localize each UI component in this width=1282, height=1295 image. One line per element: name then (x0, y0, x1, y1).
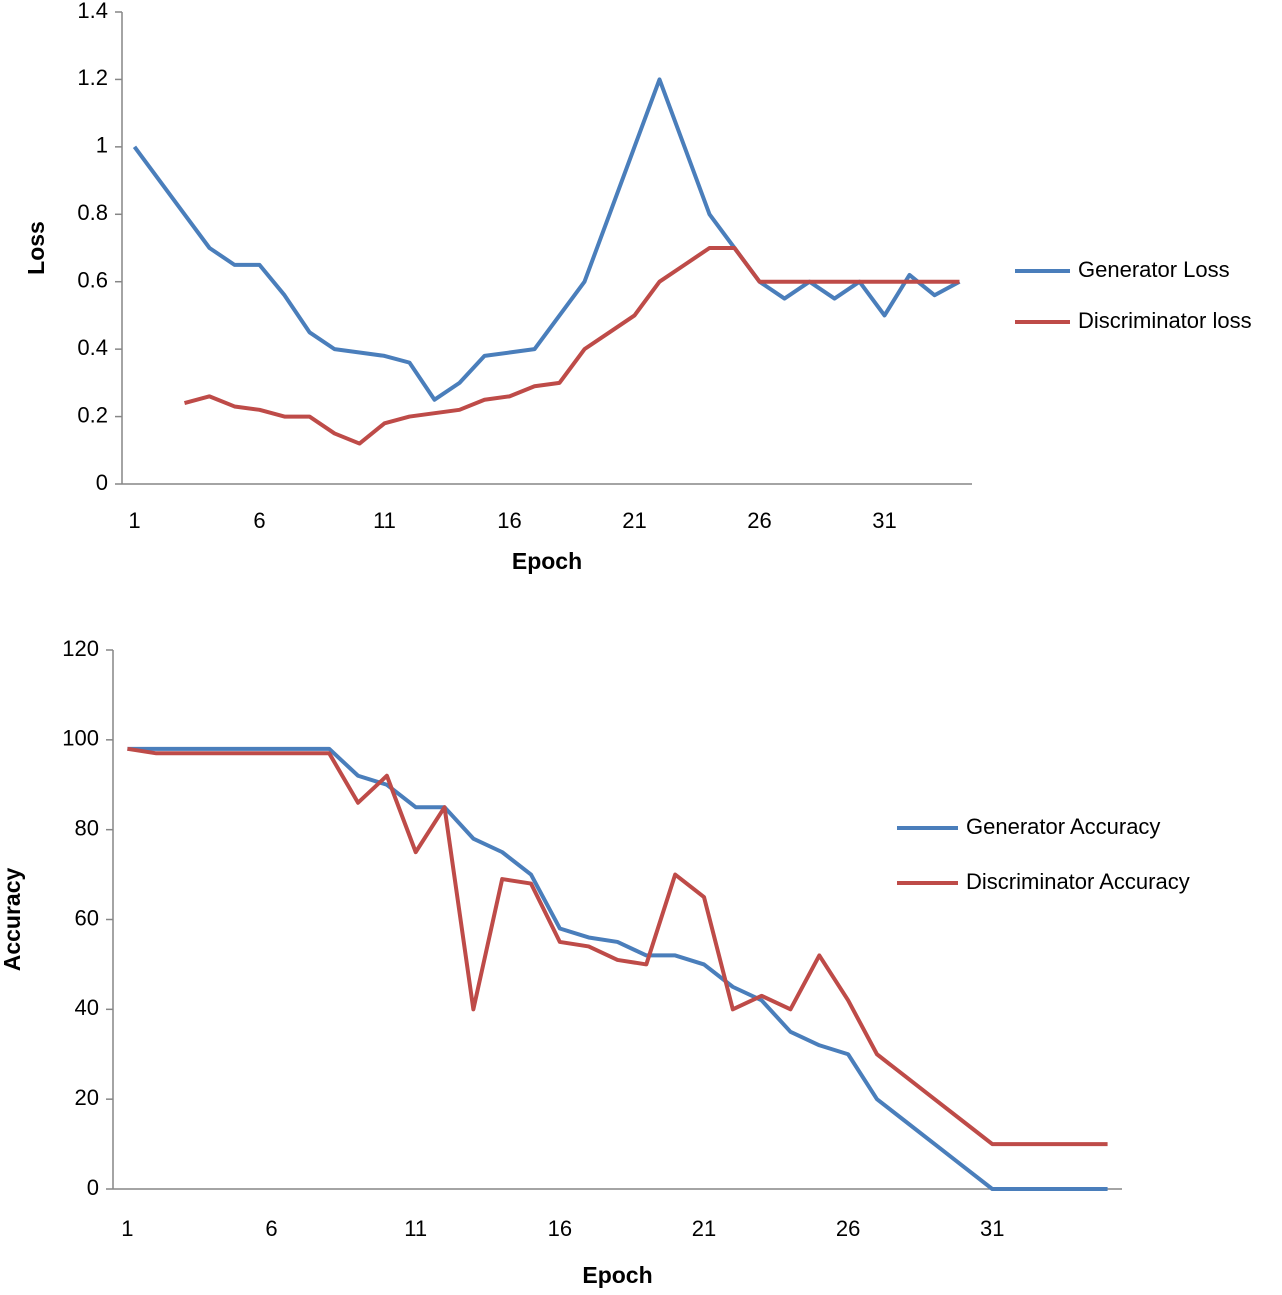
line-series (183, 246, 960, 446)
line-series (127, 746, 1108, 1147)
x-tick-label: 6 (253, 508, 265, 533)
x-axis-title: Epoch (512, 548, 582, 574)
y-axis-title: Accuracy (0, 868, 25, 972)
x-tick-label: 11 (404, 1216, 427, 1241)
x-tick-label: 1 (121, 1216, 133, 1241)
y-tick-label: 0.6 (77, 268, 108, 293)
y-tick-label: 1.2 (77, 65, 108, 90)
y-tick-label: 120 (62, 636, 99, 661)
line-series (127, 746, 1108, 1191)
y-tick-label: 0 (87, 1175, 99, 1200)
y-tick-label: 20 (75, 1085, 99, 1110)
legend-label: Discriminator Accuracy (966, 869, 1190, 894)
y-axis-title: Loss (23, 221, 49, 275)
y-tick-label: 0 (96, 470, 108, 495)
x-axis-title: Epoch (582, 1262, 652, 1288)
x-tick-label: 1 (128, 508, 140, 533)
y-tick-label: 0.4 (77, 335, 108, 360)
y-tick-label: 40 (75, 995, 99, 1020)
x-tick-label: 6 (265, 1216, 277, 1241)
x-tick-label: 26 (836, 1216, 860, 1241)
legend-label: Generator Accuracy (966, 814, 1160, 839)
y-tick-label: 0.8 (77, 200, 108, 225)
y-tick-label: 60 (75, 905, 99, 930)
line-series (132, 77, 961, 402)
x-tick-label: 31 (872, 508, 896, 533)
x-tick-label: 16 (497, 508, 521, 533)
legend-label: Generator Loss (1078, 257, 1230, 282)
x-tick-label: 11 (373, 508, 396, 533)
x-tick-label: 21 (622, 508, 646, 533)
legend-label: Discriminator loss (1078, 308, 1252, 333)
y-tick-label: 100 (62, 726, 99, 751)
y-tick-label: 80 (75, 815, 99, 840)
y-tick-label: 1.4 (77, 0, 108, 23)
y-tick-label: 0.2 (77, 402, 108, 427)
x-tick-label: 31 (980, 1216, 1004, 1241)
x-tick-label: 16 (548, 1216, 572, 1241)
x-tick-label: 21 (692, 1216, 716, 1241)
y-tick-label: 1 (96, 133, 108, 158)
x-tick-label: 26 (747, 508, 771, 533)
